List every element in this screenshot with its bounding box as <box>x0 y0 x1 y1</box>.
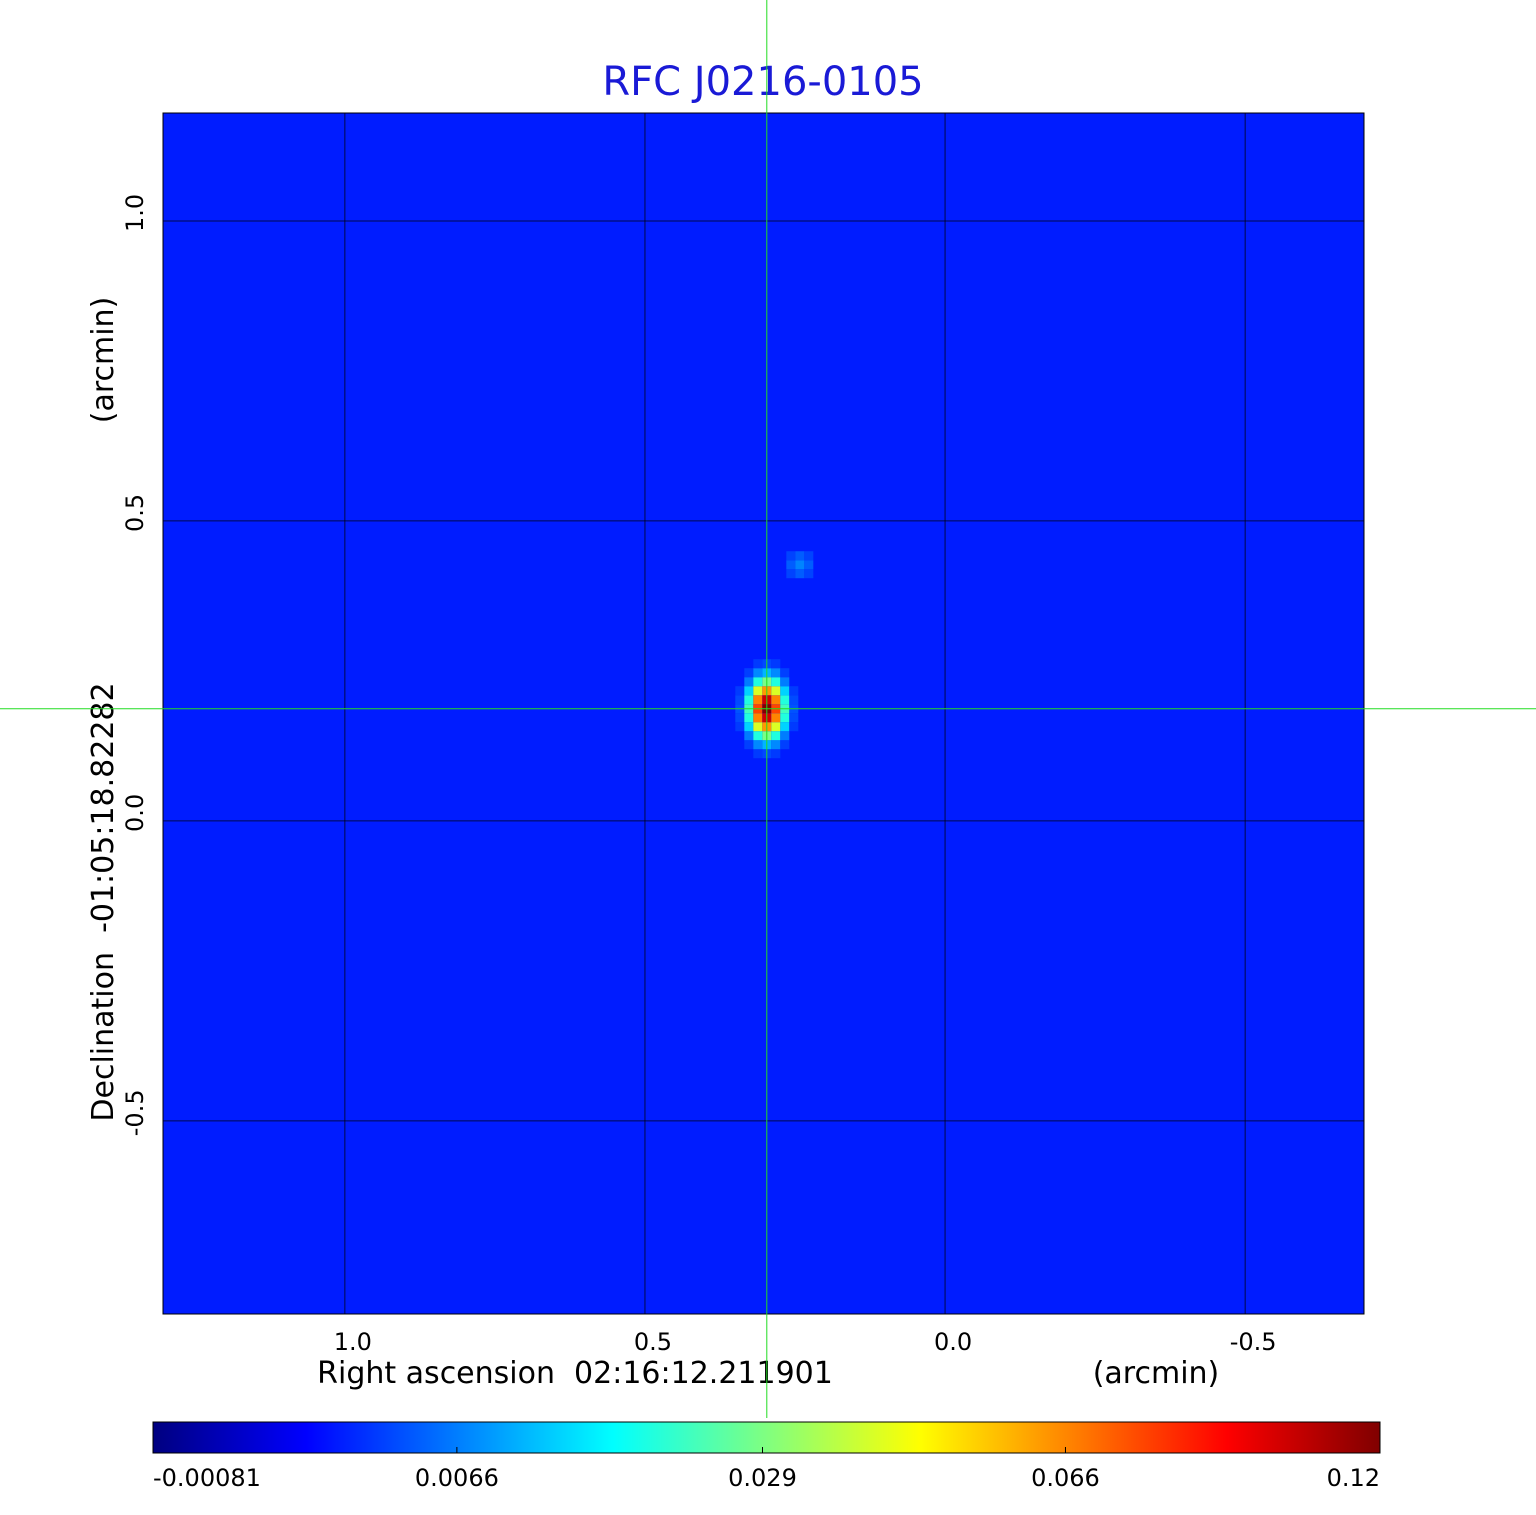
source-pixel <box>744 731 754 741</box>
x-axis-label: Right ascension 02:16:12.211901 <box>317 1356 833 1391</box>
y-tick-label: 0.0 <box>121 794 149 832</box>
y-axis-unit: (arcmin) <box>86 297 121 424</box>
source-pixel <box>771 686 781 696</box>
source-pixel <box>771 731 781 741</box>
source-pixel <box>753 668 763 678</box>
colorbar-tick-label: -0.00081 <box>153 1464 261 1492</box>
colorbar <box>152 1421 1381 1454</box>
source-pixel <box>753 749 763 759</box>
source-pixel <box>753 695 763 705</box>
source-pixel <box>804 560 814 570</box>
source-pixel <box>753 677 763 687</box>
source-pixel <box>753 722 763 732</box>
source-pixel <box>744 740 754 750</box>
x-tick-label: 1.0 <box>334 1328 372 1356</box>
source-pixel <box>786 569 796 579</box>
source-pixel <box>780 695 790 705</box>
colorbar-tick-label: 0.12 <box>1327 1464 1380 1492</box>
y-tick-label: 1.0 <box>121 194 149 232</box>
colorbar-tick-label: 0.029 <box>728 1464 797 1492</box>
source-pixel <box>795 569 805 579</box>
colorbar-tick-label: 0.066 <box>1031 1464 1100 1492</box>
source-pixel <box>753 740 763 750</box>
source-pixel <box>789 722 799 732</box>
source-pixel <box>753 659 763 669</box>
source-pixel <box>789 713 799 723</box>
source-pixel <box>744 668 754 678</box>
source-pixel <box>771 713 781 723</box>
source-pixel <box>795 551 805 561</box>
x-tick-label: -0.5 <box>1230 1328 1277 1356</box>
source-pixel <box>753 686 763 696</box>
source-pixel <box>789 695 799 705</box>
chart-title: RFC J0216-0105 <box>602 59 923 105</box>
source-pixel <box>780 740 790 750</box>
source-pixel <box>744 695 754 705</box>
source-pixel <box>771 677 781 687</box>
source-pixel <box>786 560 796 570</box>
source-pixel <box>795 560 805 570</box>
source-pixel <box>786 551 796 561</box>
source-pixel <box>735 722 745 732</box>
source-pixel <box>771 749 781 759</box>
source-pixel <box>780 677 790 687</box>
source-pixel <box>753 713 763 723</box>
colorbar-tick-label: 0.0066 <box>415 1464 499 1492</box>
source-pixel <box>744 713 754 723</box>
y-axis-label: Declination -01:05:18.82282 <box>86 682 121 1121</box>
source-pixel <box>735 713 745 723</box>
source-pixel <box>789 686 799 696</box>
source-pixel <box>780 686 790 696</box>
source-pixel <box>771 740 781 750</box>
source-pixel <box>780 668 790 678</box>
source-pixel <box>780 713 790 723</box>
source-pixel <box>780 731 790 741</box>
source-pixel <box>804 551 814 561</box>
plot-frame <box>162 112 1365 1315</box>
source-pixel <box>753 731 763 741</box>
source-pixel <box>771 659 781 669</box>
source-pixel <box>771 722 781 732</box>
y-tick-label: -0.5 <box>121 1089 149 1136</box>
source-pixel <box>735 686 745 696</box>
source-pixel <box>804 569 814 579</box>
image <box>163 113 1364 1314</box>
source-pixel <box>744 722 754 732</box>
source-pixel <box>744 686 754 696</box>
source-pixel <box>735 695 745 705</box>
x-axis-unit: (arcmin) <box>1093 1356 1220 1391</box>
overlay <box>162 112 1365 1315</box>
source-pixel <box>771 668 781 678</box>
source-pixel <box>780 722 790 732</box>
source-pixel <box>744 677 754 687</box>
x-tick-label: 0.5 <box>634 1328 672 1356</box>
x-tick-label: 0.0 <box>934 1328 972 1356</box>
y-tick-label: 0.5 <box>121 494 149 532</box>
source-pixel <box>771 695 781 705</box>
